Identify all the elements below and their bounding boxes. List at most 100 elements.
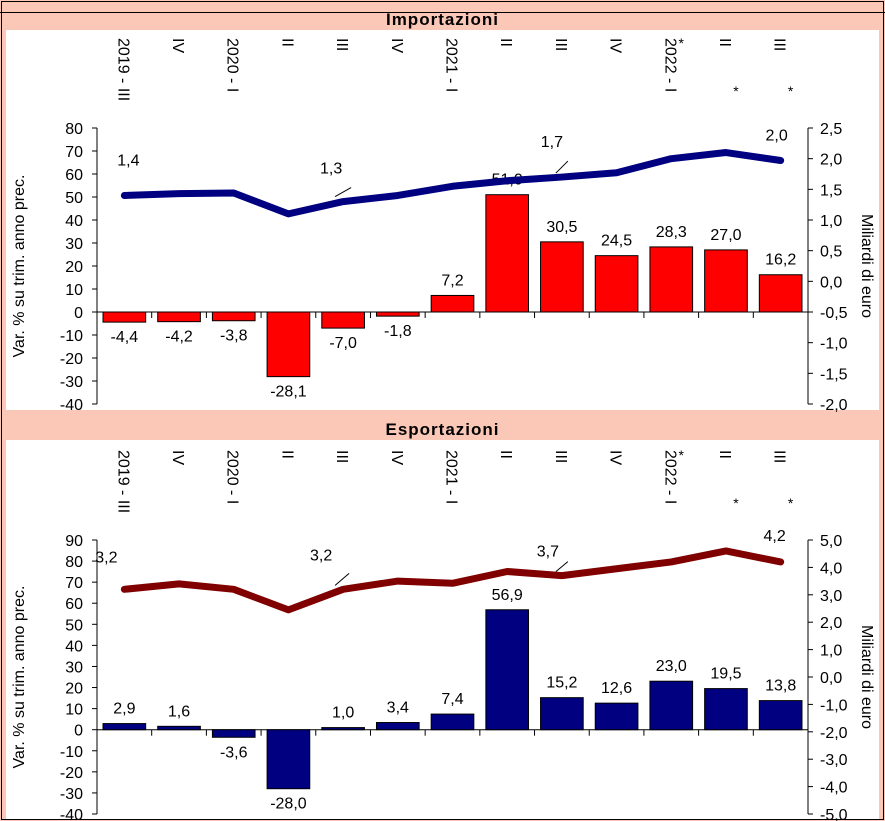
imp-category-mark: * [788,83,794,99]
exp-left-tick-label: -40 [60,807,83,821]
exp-right-tick-label: -5,0 [820,807,848,821]
exp-category-label: 2020 - I [224,450,241,504]
exp-category-label: II [497,450,514,459]
exp-left-tick-label: 0 [74,723,83,740]
exp-y2-axis-title: Miliardi di euro [858,625,875,729]
exp-bar [211,729,256,738]
imp-line-point-label: 1,3 [320,161,342,178]
imp-leader-line [555,160,569,174]
imp-left-tick-label: 20 [65,259,83,276]
imp-left-tick-label: 40 [65,213,83,230]
imp-category-label: IV [169,38,186,53]
imp-bar-label: 27,0 [710,227,741,244]
imp-bar-label: -4,2 [165,329,193,346]
imp-left-tick-label: 30 [65,236,83,253]
exp-bar [157,725,201,731]
imp-leader-line [334,187,352,198]
imp-category-mark: * [733,83,739,99]
exp-bar-label: 1,6 [168,703,190,720]
exp-bar [758,700,803,731]
exp-bar-label: 15,2 [546,675,577,692]
imp-bar-label: -4,4 [111,329,139,346]
imp-right-tick-label: 2,0 [820,152,842,169]
exp-right-tick-label: -2,0 [820,725,848,742]
imp-y2-axis-title: Miliardi di euro [858,214,875,318]
imp-category-label: 2019 - III [114,38,131,101]
imp-bar [321,311,365,329]
imp-left-tick-label: 60 [65,167,83,184]
imp-right-tick-label: 2,5 [820,121,842,138]
imports-title: Importazioni [385,10,500,29]
exp-bar [485,609,530,731]
imp-left-tick-label: -30 [60,374,83,391]
imp-left-tick-label: -40 [60,397,83,414]
imp-left-tick-label: -10 [60,328,83,345]
exp-bar-label: 7,4 [441,691,463,708]
imp-bar [649,246,694,313]
imp-bar [430,294,475,313]
exp-bar [649,680,694,731]
imp-bar [157,311,201,323]
exp-bar [375,722,420,731]
exp-category-mark: * [733,495,739,511]
exp-bar [430,713,475,731]
exp-bar [266,729,311,790]
imp-category-label: 2021 - I [443,38,460,92]
exp-left-tick-label: -10 [60,744,83,761]
exp-bar-label: 1,0 [332,705,354,722]
exports-title: Esportazioni [385,420,500,439]
imp-bar [485,194,530,313]
exp-category-label: II [278,450,295,459]
exp-right-tick-label: 2,0 [820,615,842,632]
exp-line-point-label: 4,2 [764,528,786,545]
top-border [0,0,885,13]
exp-left-tick-label: 10 [65,702,83,719]
imports-panel [6,30,879,410]
imp-bar-label: -1,8 [384,323,412,340]
imp-category-label: 2020 - I [224,38,241,92]
imp-bar-label: 30,5 [546,219,577,236]
exp-left-tick-label: 20 [65,681,83,698]
exports-panel [6,440,879,819]
exp-right-tick-label: 1,0 [820,643,842,660]
exp-bar-label: 56,9 [492,587,523,604]
exp-left-tick-label: 60 [65,596,83,613]
exp-left-tick-label: 90 [65,533,83,550]
imp-right-tick-label: 1,5 [820,182,842,199]
imp-bar-label: 28,3 [656,224,687,241]
exp-left-tick-label: 70 [65,575,83,592]
exp-right-tick-label: -1,0 [820,697,848,714]
exp-left-tick-label: 50 [65,617,83,634]
exp-category-label: II [716,450,733,459]
imp-category-mark: * [679,35,685,51]
exp-bar [540,697,584,731]
exp-right-tick-label: 4,0 [820,560,842,577]
imp-left-tick-label: 70 [65,144,83,161]
exp-left-tick-label: 40 [65,638,83,655]
imp-category-label: III [333,38,350,51]
exp-category-label: III [552,450,569,463]
imp-right-tick-label: 0,5 [820,244,842,261]
exp-y-axis-title: Var. % su trim. anno prec. [11,586,28,769]
imp-category-label: II [716,38,733,47]
imp-bar-label: 16,2 [765,252,796,269]
imp-bar [704,249,748,313]
imp-bar [375,311,420,317]
exp-bar-label: 23,0 [656,658,687,675]
exp-line-point-label: 3,2 [310,547,332,564]
exp-category-label: IV [388,450,405,465]
imp-right-tick-label: -2,0 [820,397,848,414]
imp-category-label: 2022 - I [661,38,678,92]
imp-bar [266,311,311,378]
exp-line-series [120,547,785,614]
exp-bar-label: 13,8 [765,678,796,695]
imp-y-axis-title: Var. % su trim. anno prec. [11,175,28,358]
exp-leader-line [555,561,569,573]
imp-right-tick-label: 1,0 [820,213,842,230]
imp-bar-label: -7,0 [329,335,357,352]
imp-bar-label: -28,1 [270,384,307,401]
imp-left-tick-label: 10 [65,282,83,299]
